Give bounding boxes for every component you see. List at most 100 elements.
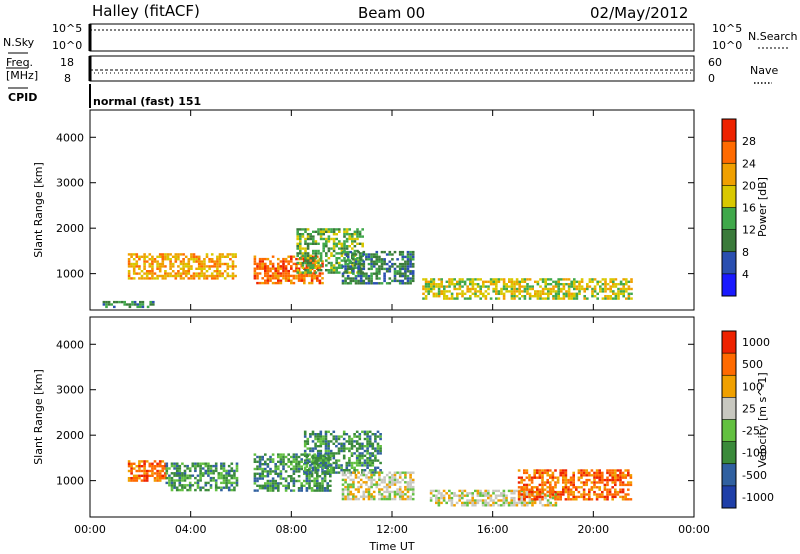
power-cell [132,253,136,256]
power-cell [575,297,579,300]
power-cell [580,285,584,288]
velocity-cell [345,461,349,465]
power-cell [445,295,449,298]
velocity-cell [541,476,544,479]
velocity-cell [458,494,461,497]
velocity-cell [279,458,283,461]
power-cell [340,242,344,245]
velocity-cell [380,497,384,501]
power-cell [534,292,537,295]
velocity-cell [329,469,333,472]
velocity-cell [355,461,359,465]
velocity-cell [164,467,167,470]
power-cell [430,285,433,288]
velocity-cell [352,471,355,474]
power-cell [132,267,136,270]
velocity-cell [523,495,526,499]
velocity-cell [393,471,397,474]
power-cell [547,295,550,298]
power-cell [391,265,394,268]
power-cell [234,274,237,278]
power-cell [348,233,351,236]
power-cell [135,260,139,263]
power-cell [622,285,625,288]
power-cell [534,290,537,293]
velocity-cell [314,442,317,445]
power-cell [314,266,318,269]
velocity-cell [551,488,555,491]
power-cell [432,285,436,288]
power-cell [409,277,412,280]
power-cell [450,278,454,281]
velocity-cell [368,435,372,438]
power-cell [139,305,142,309]
velocity-cell [463,494,467,497]
power-cell [226,262,230,266]
power-cell [310,279,314,282]
power-cell [166,272,170,275]
velocity-cell [559,490,562,494]
velocity-cell [297,465,301,468]
power-cell [406,279,410,283]
power-cell [332,230,336,233]
noise-tick-high-left: 10^5 [52,22,82,35]
power-cell [388,282,392,285]
velocity-cell [258,465,262,468]
power-cell [367,282,371,285]
velocity-cell [520,504,524,507]
velocity-cell [165,469,169,473]
velocity-cell [178,474,182,477]
velocity-cell [352,485,355,489]
velocity-cell [611,481,614,484]
power-cell [627,292,631,295]
power-cell [356,235,359,238]
velocity-cell [311,459,315,462]
velocity-cell [549,504,552,507]
velocity-cell [376,447,380,450]
power-cell [158,265,162,268]
power-cell [497,278,501,281]
velocity-cell [145,477,149,480]
power-cell [396,272,399,275]
velocity-cell [314,445,317,448]
power-cell [269,262,272,266]
power-cell [151,255,154,258]
velocity-cell [383,476,386,479]
power-cell [583,290,586,293]
power-cell [317,249,320,253]
velocity-cell [629,498,633,501]
power-cell [164,253,167,256]
velocity-cell [143,467,146,470]
velocity-cell [378,483,381,486]
power-cell [437,292,441,295]
power-cell [356,230,359,233]
power-cell [345,228,349,231]
power-cell [287,255,290,258]
power-cell [174,255,178,258]
velocity-cell [538,469,542,472]
power-cell [306,235,310,238]
power-cell [622,290,625,293]
velocity-ytick-label: 3000 [56,384,84,397]
velocity-cell [175,472,179,475]
power-cell [218,274,222,278]
velocity-cell [614,481,617,484]
velocity-cell [371,445,375,448]
velocity-cell [151,472,154,475]
velocity-cell [611,469,614,472]
velocity-cell [297,463,301,466]
velocity-cell [353,440,356,443]
velocity-cell [348,440,351,443]
velocity-cell [313,489,316,492]
power-cell [361,242,364,245]
velocity-cell [323,487,327,490]
velocity-cell [611,476,614,479]
velocity-cell [297,487,301,490]
velocity-cell [327,457,330,460]
velocity-cell [513,499,516,502]
velocity-cell [209,479,213,482]
velocity-cell [295,453,298,456]
power-cell [471,292,475,295]
velocity-cell [303,435,307,438]
velocity-cell [269,460,272,463]
